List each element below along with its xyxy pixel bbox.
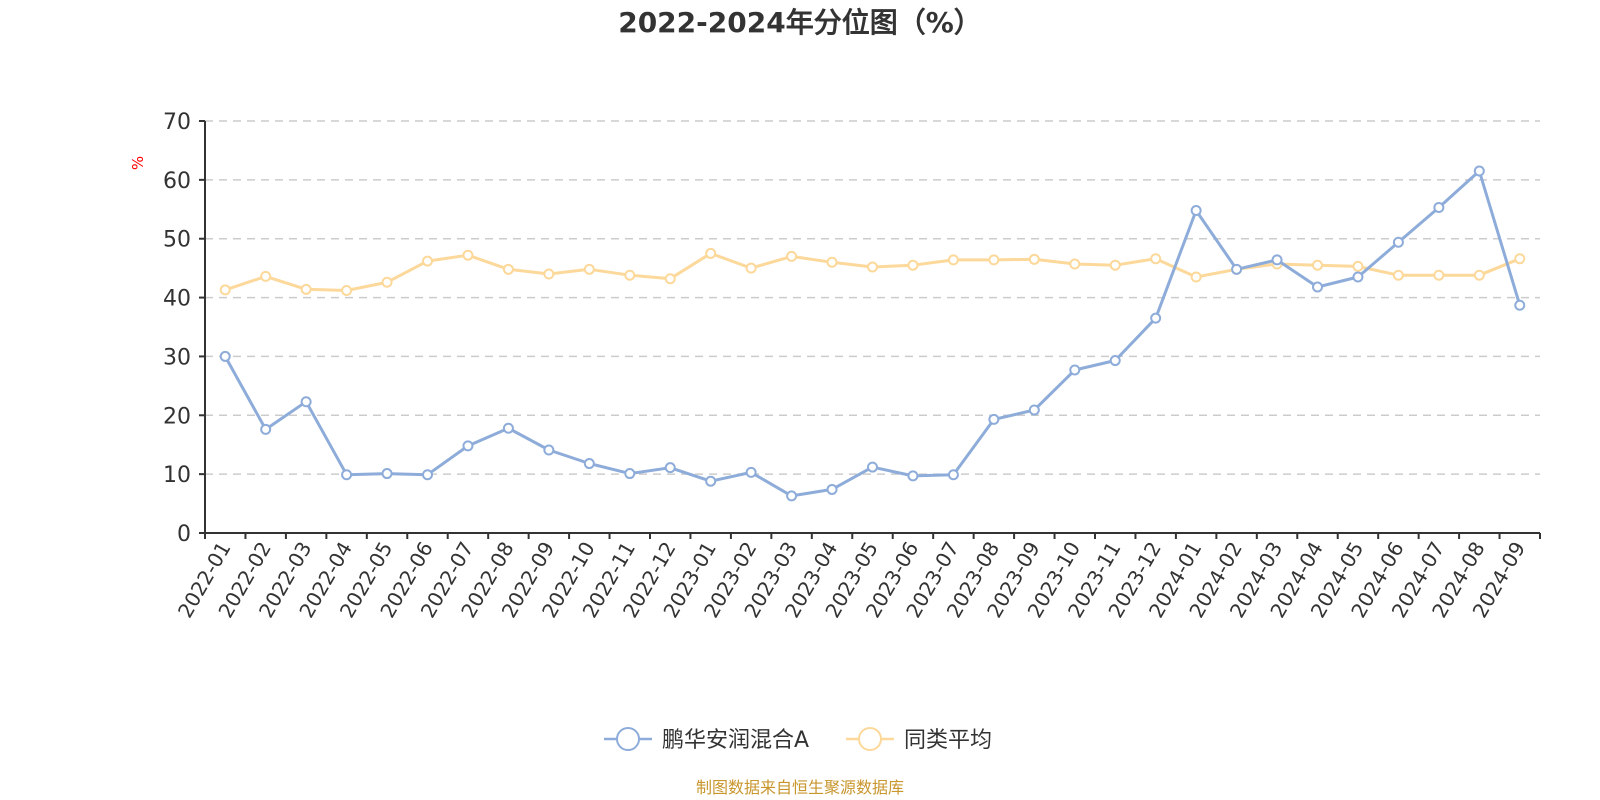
data-point[interactable] <box>664 462 676 474</box>
legend[interactable]: 鹏华安润混合A 同类平均 <box>604 727 992 753</box>
data-point[interactable] <box>745 262 757 274</box>
data-point[interactable] <box>1150 253 1162 265</box>
data-point[interactable] <box>1514 253 1526 265</box>
data-point[interactable] <box>786 250 798 262</box>
data-point[interactable] <box>1069 258 1081 270</box>
data-point[interactable] <box>341 285 353 297</box>
series-line-0 <box>223 169 1522 498</box>
data-point[interactable] <box>988 413 1000 425</box>
data-point[interactable] <box>219 350 231 362</box>
data-point[interactable] <box>1473 165 1485 177</box>
data-point[interactable] <box>462 249 474 261</box>
y-tick-label: 10 <box>163 463 191 488</box>
data-point[interactable] <box>462 440 474 452</box>
series-lines <box>219 165 1526 502</box>
source-note: 制图数据来自恒生聚源数据库 <box>696 778 904 797</box>
y-tick-label: 50 <box>163 228 191 253</box>
data-point[interactable] <box>381 468 393 480</box>
data-point[interactable] <box>300 283 312 295</box>
chart-title: 2022-2024年分位图（%） <box>618 6 982 39</box>
data-point[interactable] <box>947 254 959 266</box>
data-point[interactable] <box>1352 260 1364 272</box>
data-point[interactable] <box>907 470 919 482</box>
y-tick-label: 30 <box>163 345 191 370</box>
data-point[interactable] <box>422 255 433 267</box>
data-point[interactable] <box>502 263 514 275</box>
data-point[interactable] <box>745 466 757 478</box>
data-point[interactable] <box>422 469 433 481</box>
data-point[interactable] <box>543 268 555 280</box>
data-point[interactable] <box>1069 364 1081 376</box>
data-point[interactable] <box>705 247 717 259</box>
data-point[interactable] <box>583 263 595 275</box>
data-point[interactable] <box>381 276 393 288</box>
grid-lines <box>205 120 1540 475</box>
data-point[interactable] <box>1473 269 1485 281</box>
data-point[interactable] <box>705 475 717 487</box>
data-point[interactable] <box>583 458 595 470</box>
data-point[interactable] <box>907 259 919 271</box>
data-point[interactable] <box>260 270 272 282</box>
data-point[interactable] <box>1312 259 1323 271</box>
data-point[interactable] <box>1352 271 1364 283</box>
data-point[interactable] <box>867 261 878 273</box>
data-point[interactable] <box>1109 259 1121 271</box>
data-point[interactable] <box>260 423 272 435</box>
data-point[interactable] <box>947 469 959 481</box>
y-tick-labels: 0 10 20 30 40 50 60 70 <box>163 110 191 547</box>
data-point[interactable] <box>1028 404 1040 416</box>
data-point[interactable] <box>624 269 636 281</box>
data-point[interactable] <box>867 461 878 473</box>
data-point[interactable] <box>624 468 636 480</box>
legend-item-1[interactable]: 同类平均 <box>846 727 992 753</box>
data-point[interactable] <box>543 444 555 456</box>
data-point[interactable] <box>786 490 798 502</box>
legend-label: 鹏华安润混合A <box>662 728 809 753</box>
data-point[interactable] <box>1109 355 1121 367</box>
y-tick-label: 70 <box>163 110 191 135</box>
axes <box>199 120 1541 539</box>
legend-item-0[interactable]: 鹏华安润混合A <box>604 727 809 753</box>
y-tick-label: 20 <box>163 404 191 429</box>
data-point[interactable] <box>1514 299 1526 311</box>
data-point[interactable] <box>1392 269 1404 281</box>
legend-marker <box>858 727 882 751</box>
data-point[interactable] <box>1190 271 1202 283</box>
data-point[interactable] <box>1028 253 1040 265</box>
data-point[interactable] <box>664 273 676 285</box>
y-tick-label: 0 <box>177 522 191 547</box>
data-point[interactable] <box>341 469 353 481</box>
data-point[interactable] <box>1433 202 1445 214</box>
data-point[interactable] <box>988 254 1000 266</box>
data-point[interactable] <box>1271 254 1283 266</box>
legend-marker <box>616 727 640 751</box>
y-axis-label: % <box>129 156 147 170</box>
data-point[interactable] <box>826 256 838 268</box>
data-point[interactable] <box>219 284 231 296</box>
data-point[interactable] <box>1392 236 1404 248</box>
x-tick-labels: 2022-012022-022022-032022-042022-052022-… <box>173 538 1530 622</box>
data-point[interactable] <box>1231 263 1243 275</box>
data-point[interactable] <box>826 483 838 495</box>
data-point[interactable] <box>300 396 312 408</box>
y-tick-label: 60 <box>163 169 191 194</box>
data-point[interactable] <box>1150 312 1162 324</box>
legend-label: 同类平均 <box>904 728 992 753</box>
data-point[interactable] <box>1312 281 1323 293</box>
y-tick-label: 40 <box>163 287 191 312</box>
data-point[interactable] <box>502 422 514 434</box>
data-point[interactable] <box>1190 204 1202 216</box>
data-point[interactable] <box>1433 269 1445 281</box>
